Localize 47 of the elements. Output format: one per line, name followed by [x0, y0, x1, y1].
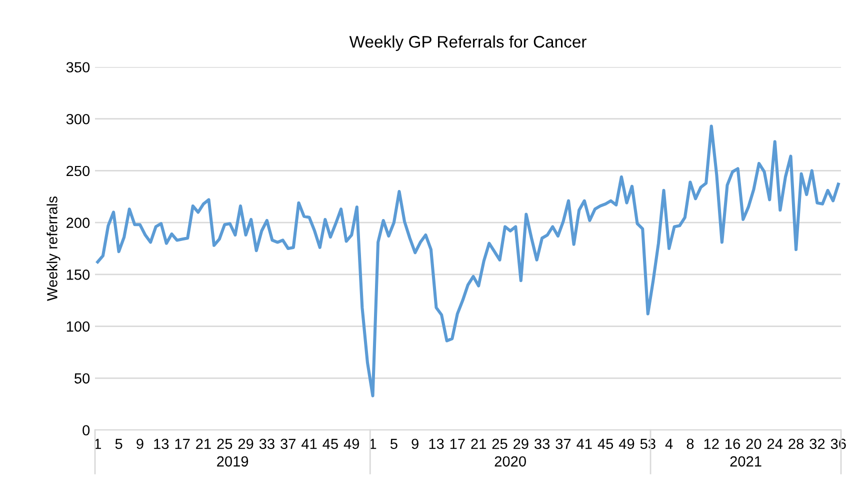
- x-tick-label: 32: [810, 438, 825, 450]
- y-tick-label: 200: [66, 218, 90, 228]
- x-tick-label: 13: [429, 438, 444, 450]
- x-tick-label: 13: [154, 438, 169, 450]
- x-tick-label: 5: [390, 438, 398, 450]
- x-tick-label: 12: [704, 438, 719, 449]
- x-tick-label: 20: [746, 438, 762, 450]
- y-axis-title: Weekly referrals: [46, 196, 60, 301]
- y-tick-label: 50: [74, 373, 90, 384]
- x-tick-label: 28: [788, 438, 804, 450]
- x-tick-label: 29: [238, 438, 254, 450]
- x-tick-label: 25: [217, 438, 232, 450]
- x-tick-label: 21: [196, 438, 211, 449]
- x-tick-label: 37: [556, 438, 571, 450]
- x-tick-label: 16: [726, 438, 740, 450]
- y-tick-label: 300: [66, 114, 90, 124]
- chart-title: Weekly GP Referrals for Cancer: [349, 35, 586, 52]
- x-tick-label: 45: [598, 438, 614, 450]
- x-tick-label: 33: [534, 438, 550, 450]
- y-tick-label: 350: [66, 62, 90, 72]
- x-tick-label: 37: [280, 438, 296, 450]
- x-tick-label: 4: [665, 438, 673, 449]
- x-tick-label: 49: [344, 438, 360, 450]
- x-tick-label: 49: [618, 438, 634, 450]
- x-tick-label: 21: [471, 438, 486, 449]
- x-tick-label: 9: [412, 438, 418, 450]
- y-tick-label: 250: [66, 166, 90, 176]
- text: 2021: [730, 456, 762, 467]
- x-tick-label: 29: [514, 438, 528, 450]
- text: 2020: [494, 456, 526, 467]
- x-tick-label: 25: [492, 438, 508, 450]
- x-tick-label: 33: [259, 438, 274, 450]
- x-tick-label: 24: [767, 438, 783, 449]
- x-tick-label: 53: [640, 438, 656, 450]
- x-tick-label: 5: [115, 438, 122, 450]
- y-tick-label: 100: [66, 321, 90, 332]
- x-tick-label: 8: [686, 438, 694, 450]
- x-tick-label: 45: [322, 438, 338, 450]
- x-tick-label: 17: [175, 438, 190, 449]
- x-tick-label: 41: [302, 438, 317, 449]
- x-tick-label: 41: [576, 438, 592, 449]
- y-tick-label: 150: [66, 270, 90, 280]
- text: 2019: [217, 456, 248, 467]
- y-tick-label: 0: [82, 425, 90, 436]
- line-series: [96, 124, 840, 398]
- x-tick-label: 9: [136, 438, 144, 450]
- x-tick-label: 17: [450, 438, 465, 449]
